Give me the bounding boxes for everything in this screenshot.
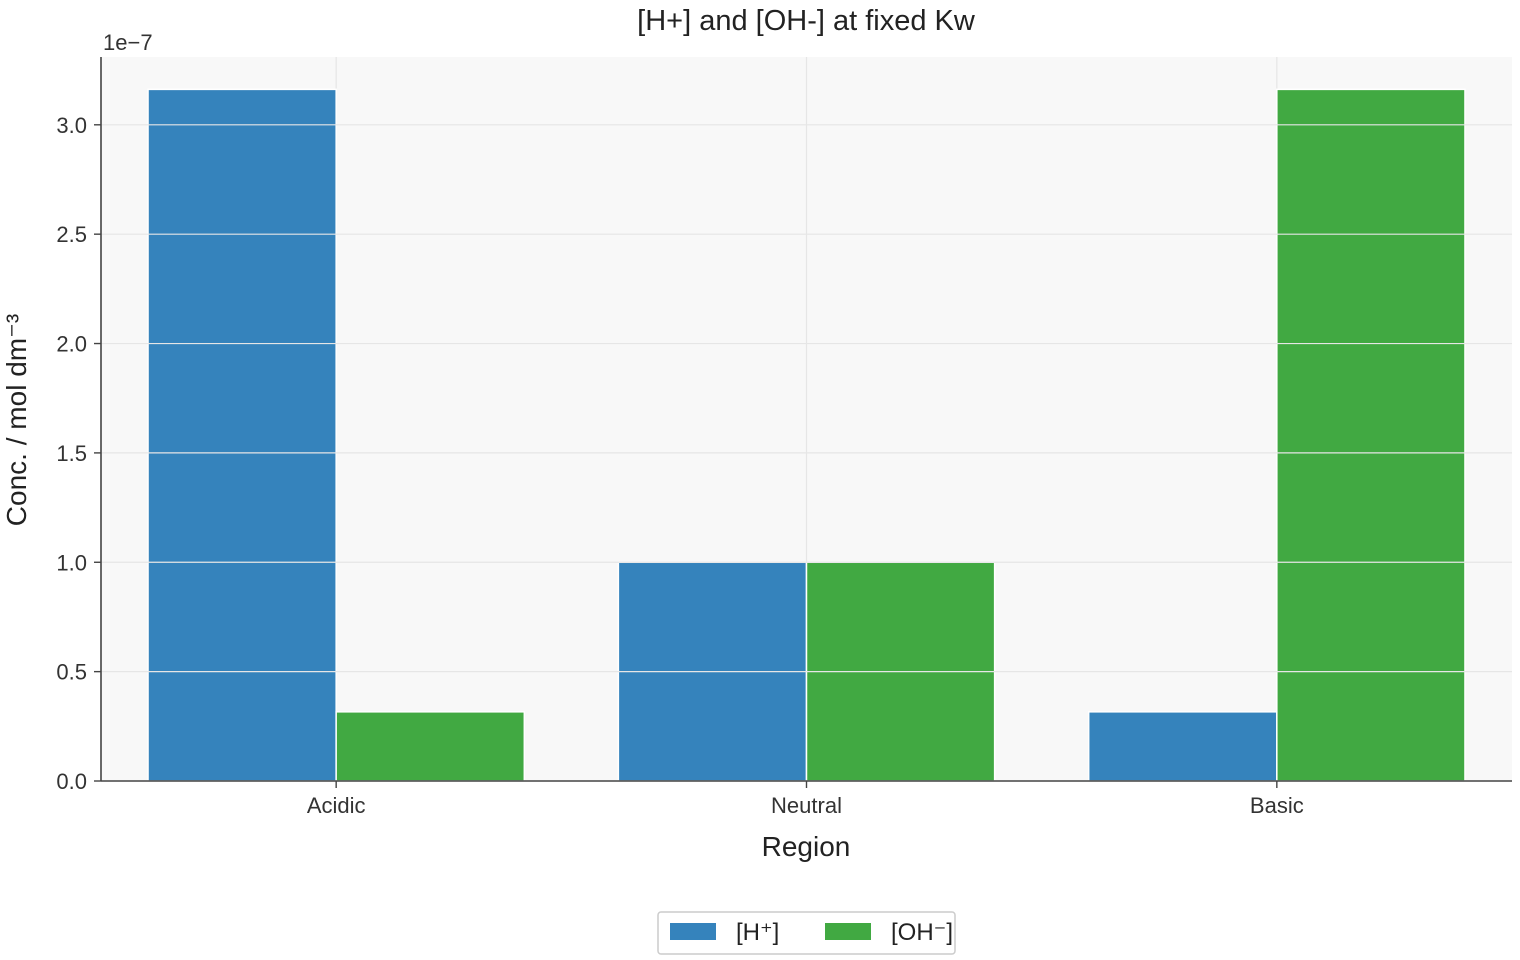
y-tick-label: 2.0 [56, 332, 87, 357]
bar-basic-series-0 [1087, 711, 1278, 782]
bar-acidic-series-0 [147, 88, 337, 782]
legend-swatch [670, 923, 716, 940]
legend-swatch [825, 923, 871, 940]
y-tick-label: 2.5 [56, 222, 87, 247]
y-tick-label: 1.5 [56, 441, 87, 466]
y-tick-label: 0.0 [56, 769, 87, 794]
y-tick-label: 0.5 [56, 660, 87, 685]
x-tick-label: Acidic [307, 793, 366, 818]
y-axis-title: Conc. / mol dm⁻³ [1, 314, 32, 526]
y-axis-offset-label: 1e−7 [103, 30, 153, 55]
y-tick-label: 3.0 [56, 113, 87, 138]
chart-title: [H+] and [OH-] at fixed Kw [637, 5, 976, 37]
x-tick-label: Neutral [771, 793, 842, 818]
legend-label: [OH⁻] [891, 919, 953, 946]
y-tick-label: 1.0 [56, 550, 87, 575]
legend-label: [H⁺] [736, 919, 779, 946]
bar-basic-series-1 [1276, 88, 1466, 782]
legend-box [657, 911, 956, 955]
x-tick-label: Basic [1250, 793, 1304, 818]
bar-acidic-series-1 [335, 711, 526, 782]
x-axis-title: Region [762, 831, 851, 862]
